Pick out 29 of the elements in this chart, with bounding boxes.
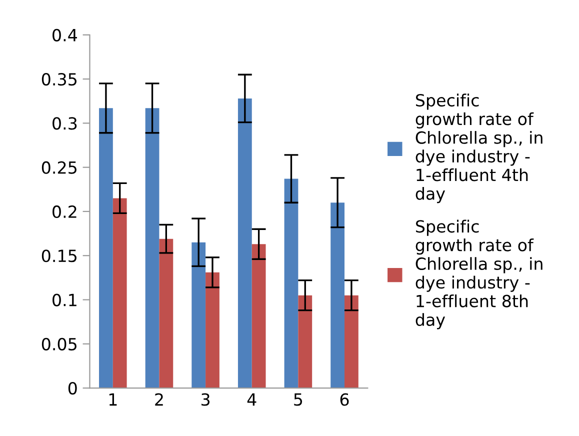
x-tick-label: 5 <box>294 393 302 406</box>
bar <box>284 178 298 388</box>
bar <box>298 295 312 388</box>
bar <box>206 272 220 388</box>
y-tick-label: 0 <box>68 382 77 395</box>
bar <box>252 244 266 388</box>
bar <box>159 238 174 388</box>
bar <box>112 198 127 388</box>
x-tick-label: 3 <box>202 393 210 406</box>
bar <box>238 98 252 388</box>
x-tick-label: 1 <box>109 393 117 406</box>
x-tick-label: 6 <box>340 393 349 406</box>
y-tick-label: 0.35 <box>42 72 76 86</box>
y-tick-label: 0.1 <box>52 294 76 306</box>
bar <box>99 108 113 388</box>
bar <box>330 202 345 388</box>
bar <box>145 108 160 388</box>
bar <box>344 295 358 388</box>
bar <box>192 242 206 388</box>
y-tick-label: 0.15 <box>42 250 76 262</box>
legend-label: Specific growth rate of Chlorella sp., in dye industry - 1-effluent 4th day <box>416 94 542 204</box>
x-tick-label: 2 <box>155 393 163 406</box>
legend-label: Specific growth rate of Chlorella sp., in dye industry - 1-effluent 8th day <box>416 220 542 330</box>
y-tick-label: 0.2 <box>52 205 76 218</box>
y-tick-label: 0.25 <box>42 161 76 174</box>
y-tick-label: 0.05 <box>42 338 76 350</box>
y-tick-label: 0.4 <box>52 28 78 42</box>
x-tick-label: 4 <box>247 393 256 406</box>
y-tick-label: 0.3 <box>52 117 77 130</box>
